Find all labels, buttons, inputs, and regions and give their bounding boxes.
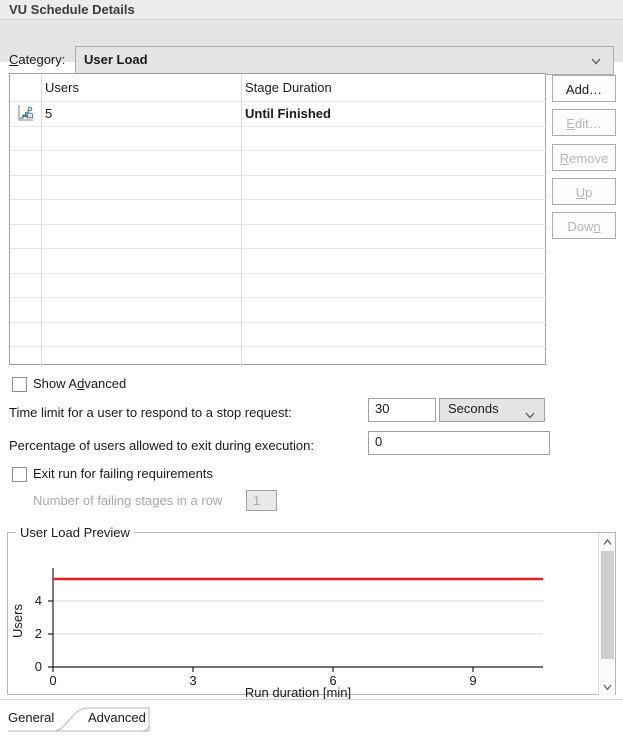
svg-text:4: 4 — [35, 593, 42, 608]
svg-text:3: 3 — [189, 673, 196, 688]
svg-text:Run duration [min]: Run duration [min] — [245, 685, 351, 700]
svg-text:2: 2 — [35, 626, 42, 641]
svg-text:9: 9 — [469, 673, 476, 688]
svg-text:0: 0 — [49, 673, 56, 688]
svg-text:0: 0 — [35, 659, 42, 674]
svg-text:Users: Users — [10, 604, 25, 638]
